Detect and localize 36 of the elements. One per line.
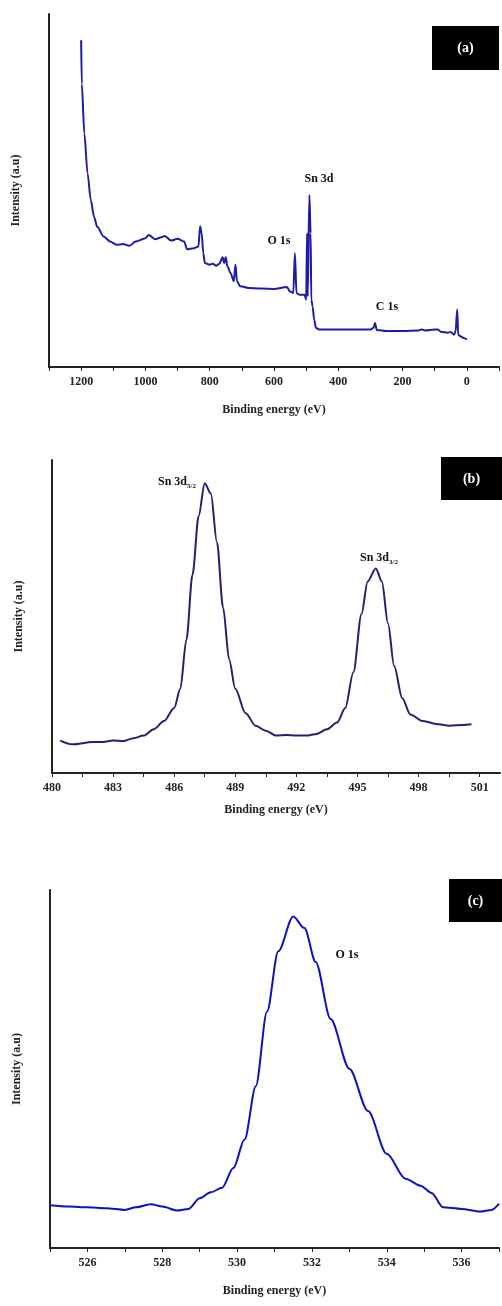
label-box: (a): [432, 26, 499, 70]
x-tick-label: 486: [165, 780, 184, 794]
annotation: Sn 3d$_{5/2}$: [158, 473, 196, 491]
annotation: O 1s: [267, 232, 291, 248]
annotation: O 1s: [335, 946, 359, 962]
y-axis-title: Intensity (a.u): [11, 580, 25, 653]
x-tick-label: 483: [104, 780, 123, 794]
x-tick-label: 532: [302, 1255, 321, 1269]
x-tick-label: 536: [452, 1255, 471, 1269]
x-tick-label: 498: [409, 780, 428, 794]
x-tick-label: 495: [348, 780, 367, 794]
annotation: Sn 3d: [304, 170, 334, 186]
x-tick-label: 501: [470, 780, 489, 794]
label-box: (b): [441, 457, 502, 500]
x-axis-title: Binding energy (eV): [222, 402, 326, 416]
x-tick-label: 530: [228, 1255, 247, 1269]
x-tick-label: 528: [153, 1255, 172, 1269]
x-tick-label: 1200: [69, 374, 94, 388]
x-tick-label: 400: [329, 374, 348, 388]
x-tick-label: 200: [393, 374, 412, 388]
y-axis-title: Intensity (a.u): [9, 1032, 23, 1106]
label-box: (c): [449, 879, 502, 922]
x-tick-label: 489: [226, 780, 245, 794]
x-axis-title: Binding energy (eV): [224, 802, 328, 816]
x-axis-title: Binding energy (eV): [222, 1283, 327, 1297]
x-tick-label: 534: [377, 1255, 396, 1269]
x-tick-label: 1000: [133, 374, 158, 388]
x-tick-label: 526: [78, 1255, 97, 1269]
x-tick-label: 480: [43, 780, 61, 794]
annotation: Sn 3d$_{3/2}$: [360, 549, 398, 567]
y-axis-title: Intensity (a.u): [8, 154, 22, 227]
x-tick-label: 800: [200, 374, 219, 388]
x-tick-label: 492: [287, 780, 306, 794]
annotation: C 1s: [375, 298, 399, 314]
x-tick-label: 600: [265, 374, 283, 388]
x-tick-label: 0: [463, 374, 470, 388]
